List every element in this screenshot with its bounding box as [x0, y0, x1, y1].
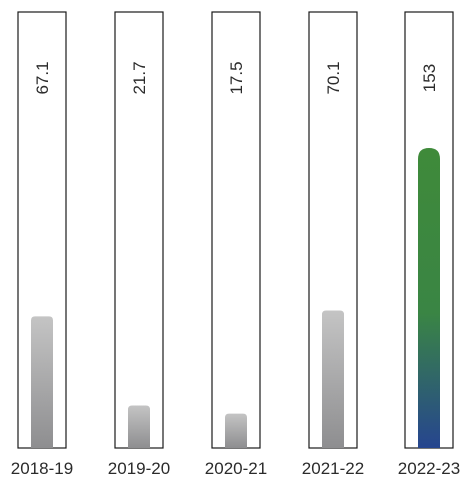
bar-2022-23 [418, 148, 440, 448]
category-label-2021-22: 2021-22 [302, 459, 364, 478]
value-label-2020-21: 17.5 [227, 61, 246, 94]
category-label-2018-19: 2018-19 [11, 459, 73, 478]
category-label-2019-20: 2019-20 [108, 459, 170, 478]
value-label-2022-23: 153 [420, 64, 439, 92]
category-label-2022-23: 2022-23 [398, 459, 460, 478]
bar-2019-20 [128, 405, 150, 448]
bar-2018-19 [31, 316, 53, 448]
value-label-2021-22: 70.1 [324, 61, 343, 94]
category-label-2020-21: 2020-21 [205, 459, 267, 478]
value-label-2019-20: 21.7 [130, 61, 149, 94]
value-label-2018-19: 67.1 [33, 61, 52, 94]
bar-2021-22 [322, 310, 344, 448]
bar-2020-21 [225, 413, 247, 448]
